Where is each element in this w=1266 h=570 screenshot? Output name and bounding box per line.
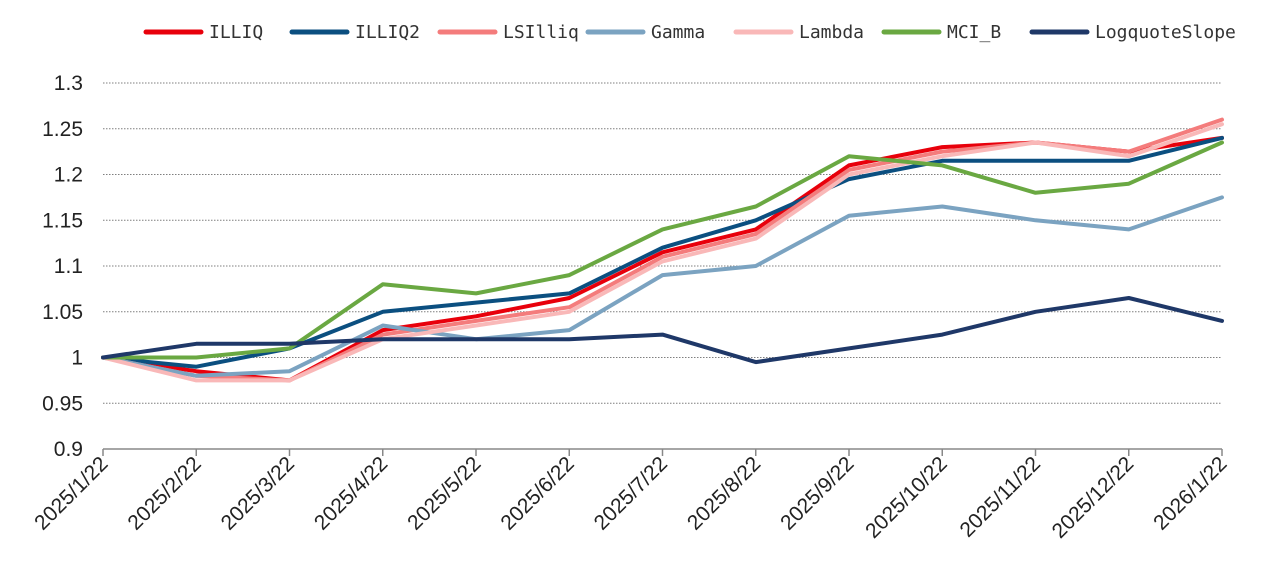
legend-label: LogquoteSlope [1095,22,1236,43]
y-tick-label: 1 [71,347,83,370]
y-tick-label: 0.95 [42,392,83,415]
y-tick-label: 1.2 [54,164,83,187]
y-tick-label: 0.9 [54,438,83,461]
x-tick-label: 2025/1/22 [30,452,112,534]
series-lines [101,117,1224,383]
x-tick-label: 2025/10/22 [861,452,952,543]
x-tick-label: 2025/11/22 [956,452,1045,541]
y-tick-label: 1.1 [54,255,83,278]
legend-label: ILLIQ2 [355,22,420,43]
y-tick-label: 1.25 [42,118,83,141]
x-tick-label: 2025/2/22 [123,452,205,534]
legend: ILLIQ ILLIQ2 LSIlliq Gamma Lambda MCI_B Logquo… [143,22,1236,43]
gridlines [103,82,1222,404]
x-tick-label: 2025/7/22 [590,452,672,534]
y-tick-label: 1.05 [42,301,83,324]
x-tick-label: 2025/4/22 [310,452,392,534]
y-tick-label: 1.3 [54,72,83,95]
x-tick-label: 2026/1/22 [1149,452,1231,534]
x-tick-label: 2025/9/22 [776,452,858,534]
x-tick-label: 2025/8/22 [683,452,765,534]
legend-label: MCI_B [947,22,1001,43]
legend-label: Gamma [651,22,705,43]
series-line-lsilliq [101,117,1224,383]
y-axis-ticks: 0.9 0.95 1 1.05 1.1 1.15 1.2 1.25 1.3 [42,72,83,461]
legend-label: ILLIQ [209,22,263,43]
legend-label: Lambda [799,22,864,43]
legend-label: LSIlliq [503,22,579,43]
x-tick-label: 2025/6/22 [496,452,578,534]
x-tick-label: 2025/12/22 [1048,452,1139,543]
x-tick-label: 2025/5/22 [403,452,485,534]
y-tick-label: 1.15 [42,209,83,232]
x-tick-label: 2025/3/22 [217,452,299,534]
x-axis: 2025/1/22 2025/2/22 2025/3/22 2025/4/22 2025… [30,448,1232,543]
